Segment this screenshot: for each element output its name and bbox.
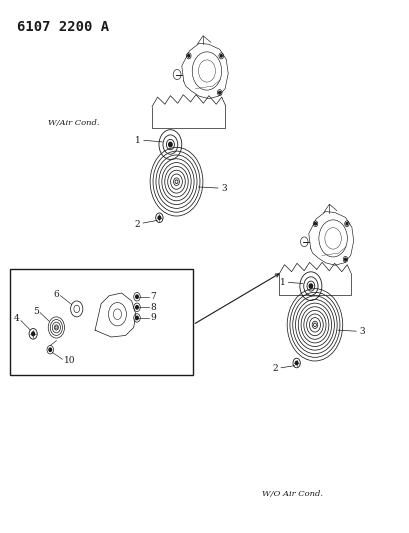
Circle shape bbox=[314, 324, 315, 325]
Text: 1: 1 bbox=[279, 278, 285, 287]
Circle shape bbox=[175, 180, 177, 183]
Circle shape bbox=[308, 284, 312, 288]
Circle shape bbox=[313, 324, 315, 326]
Text: 3: 3 bbox=[358, 327, 364, 336]
Text: 8: 8 bbox=[150, 303, 156, 312]
Circle shape bbox=[158, 216, 160, 220]
Text: 6: 6 bbox=[53, 289, 59, 298]
Circle shape bbox=[220, 55, 222, 57]
Circle shape bbox=[344, 258, 346, 261]
Text: 2: 2 bbox=[134, 220, 140, 229]
Text: W/Air Cond.: W/Air Cond. bbox=[48, 119, 99, 127]
Text: 6107 2200 A: 6107 2200 A bbox=[17, 20, 109, 34]
Circle shape bbox=[135, 305, 138, 309]
Circle shape bbox=[175, 181, 177, 182]
Circle shape bbox=[314, 223, 316, 225]
Circle shape bbox=[218, 92, 220, 94]
Text: 9: 9 bbox=[150, 313, 156, 322]
Circle shape bbox=[135, 295, 138, 298]
Text: 5: 5 bbox=[33, 306, 39, 316]
Circle shape bbox=[31, 332, 34, 336]
Circle shape bbox=[294, 361, 297, 365]
Bar bbox=[9, 269, 192, 375]
Text: 7: 7 bbox=[150, 292, 156, 301]
Text: 1: 1 bbox=[135, 136, 141, 145]
Circle shape bbox=[55, 326, 57, 328]
Text: 3: 3 bbox=[220, 184, 226, 193]
Circle shape bbox=[135, 316, 138, 320]
Circle shape bbox=[168, 142, 172, 147]
Circle shape bbox=[187, 55, 189, 57]
Text: 2: 2 bbox=[272, 365, 278, 373]
Text: 10: 10 bbox=[63, 356, 75, 365]
Text: 4: 4 bbox=[14, 314, 20, 324]
Circle shape bbox=[49, 348, 52, 351]
Circle shape bbox=[345, 223, 347, 225]
Text: W/O Air Cond.: W/O Air Cond. bbox=[261, 490, 322, 498]
